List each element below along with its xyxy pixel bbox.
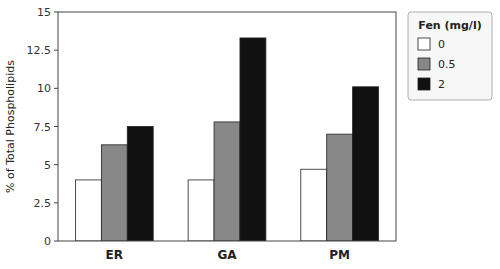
bar: [353, 87, 379, 241]
y-tick-label: 0: [44, 235, 51, 248]
y-tick: [54, 12, 58, 13]
legend: Fen (mg/l) 0 0.5 2: [408, 12, 492, 100]
plot-frame: [58, 12, 396, 241]
y-tick-label: 10: [37, 82, 51, 95]
bar: [214, 122, 240, 241]
y-tick-label: 12.5: [27, 44, 52, 57]
bar: [101, 145, 127, 241]
bar: [127, 127, 153, 242]
bar: [327, 134, 353, 241]
y-tick-label: 2.5: [34, 197, 52, 210]
bars: [75, 38, 378, 241]
legend-swatch: [418, 78, 430, 90]
legend-frame: [408, 12, 492, 100]
y-tick-label: 7.5: [34, 121, 52, 134]
y-tick: [54, 202, 58, 203]
chart-container: 0 2.5 5 7.5 10 12.5 15 ER GA PM % of Total Phospho…: [0, 0, 500, 269]
y-tick: [54, 88, 58, 89]
legend-swatch: [418, 38, 430, 50]
bar: [301, 169, 327, 241]
y-tick-label: 5: [44, 159, 51, 172]
y-tick-label: 15: [37, 6, 51, 19]
x-tick-label: GA: [217, 248, 237, 262]
x-tick-label: ER: [106, 248, 123, 262]
y-tick: [54, 126, 58, 127]
legend-label: 0.5: [438, 58, 456, 71]
x-tick-label: PM: [329, 248, 350, 262]
bar: [188, 180, 214, 241]
bar: [75, 180, 101, 241]
y-axis-label: % of Total Phospholipids: [4, 60, 17, 193]
background: [0, 0, 500, 269]
y-tick: [54, 241, 58, 242]
chart-svg: 0 2.5 5 7.5 10 12.5 15 ER GA PM % of Total Phospho…: [0, 0, 500, 269]
legend-title: Fen (mg/l): [418, 19, 481, 32]
legend-label: 0: [438, 38, 445, 51]
y-tick: [54, 50, 58, 51]
legend-label: 2: [438, 78, 445, 91]
y-tick: [54, 164, 58, 165]
bar: [240, 38, 266, 241]
legend-swatch: [418, 58, 430, 70]
